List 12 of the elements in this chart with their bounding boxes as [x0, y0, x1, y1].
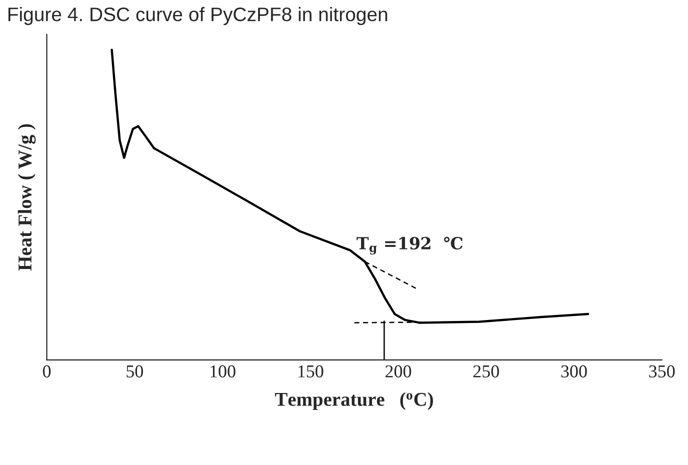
x-tick-label: 0 — [42, 365, 51, 378]
x-tick-label: 200 — [386, 365, 412, 378]
x-tick-label: 150 — [298, 365, 324, 378]
x-tick-label: 100 — [210, 365, 236, 378]
annotation: T$_{g}$ =192 ℃ — [356, 236, 463, 254]
x-tick-label: 50 — [126, 365, 143, 378]
x-axis-title: Temperature ($^{o}$C) — [275, 392, 433, 410]
chart-title: Figure 4. DSC curve of PyCzPF8 in nitrogen — [8, 6, 388, 26]
x-tick-label: 300 — [561, 365, 587, 378]
y-axis-title: Heat Flow ( W/g ) — [18, 124, 36, 271]
x-tick-label: 250 — [473, 365, 499, 378]
x-tick-label: 350 — [649, 365, 675, 378]
